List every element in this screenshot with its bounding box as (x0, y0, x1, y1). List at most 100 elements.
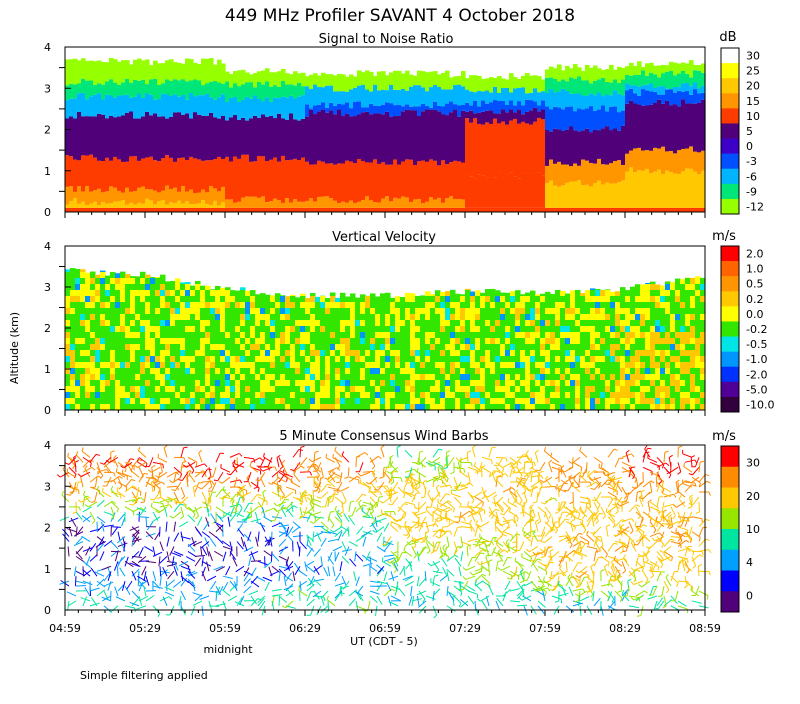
velocity-cell (185, 320, 191, 326)
velocity-cell (695, 302, 701, 308)
snr-cell (489, 171, 494, 207)
velocity-cell (230, 290, 236, 296)
velocity-cell (155, 338, 161, 344)
snr-cell (485, 111, 490, 123)
snr-cell (589, 163, 594, 187)
snr-cell (213, 208, 218, 212)
wind-barb-flag (148, 470, 151, 472)
velocity-cell (460, 344, 466, 350)
velocity-cell (160, 356, 166, 362)
velocity-cell (475, 404, 481, 410)
velocity-cell (185, 282, 191, 284)
snr-cell (277, 162, 282, 201)
snr-cell (433, 161, 438, 200)
wind-barb (115, 587, 118, 596)
velocity-cell (465, 362, 471, 368)
snr-cell (329, 74, 334, 85)
velocity-cell (200, 380, 206, 386)
velocity-cell (480, 374, 486, 380)
velocity-cell (420, 362, 426, 368)
velocity-cell (375, 297, 381, 302)
velocity-cell (205, 332, 211, 338)
wind-barb-flag (275, 467, 277, 471)
snr-cell (333, 165, 338, 201)
velocity-cell (375, 392, 381, 398)
snr-cell (613, 106, 618, 128)
snr-cell (425, 162, 430, 202)
velocity-cell (680, 368, 686, 374)
velocity-cell (120, 380, 126, 386)
velocity-cell (505, 338, 511, 344)
velocity-cell (500, 314, 506, 320)
velocity-cell (655, 326, 661, 332)
velocity-cell (235, 380, 241, 386)
snr-cell (513, 113, 518, 119)
velocity-cell (180, 392, 186, 398)
velocity-cell (390, 302, 396, 308)
velocity-cell (500, 338, 506, 344)
snr-cell (473, 75, 478, 92)
snr-cell (237, 102, 242, 120)
wind-barb-flag (170, 516, 173, 518)
velocity-cell (100, 278, 106, 284)
velocity-cell (690, 326, 696, 332)
snr-cell (313, 208, 318, 212)
wind-barb (244, 547, 253, 551)
velocity-cell (520, 320, 526, 326)
velocity-cell (100, 326, 106, 332)
velocity-cell (570, 308, 576, 314)
snr-cell (329, 208, 334, 212)
snr-cell (349, 75, 354, 90)
velocity-cell (410, 296, 416, 302)
velocity-cell (95, 290, 101, 296)
snr-cell (277, 200, 282, 208)
snr-cell (313, 114, 318, 164)
velocity-cell (300, 404, 306, 410)
velocity-cell (505, 296, 511, 302)
velocity-cell (245, 362, 251, 368)
snr-cell (149, 65, 154, 79)
velocity-cell (165, 302, 171, 308)
velocity-cell (550, 404, 556, 410)
velocity-cell (550, 368, 556, 374)
velocity-cell (525, 338, 531, 344)
velocity-cell (695, 338, 701, 344)
velocity-cell (440, 326, 446, 332)
wind-barb-flag (114, 481, 116, 484)
velocity-cell (90, 380, 96, 386)
velocity-cell (195, 350, 201, 356)
snr-cell (389, 208, 394, 212)
velocity-cell (300, 368, 306, 374)
velocity-cell (615, 350, 621, 356)
velocity-cell (505, 320, 511, 326)
velocity-cell (605, 362, 611, 368)
velocity-cell (90, 302, 96, 308)
velocity-cell (80, 380, 86, 386)
velocity-cell (215, 398, 221, 404)
velocity-cell (665, 284, 671, 290)
snr-cell (325, 208, 330, 212)
snr-cell (177, 63, 182, 80)
velocity-cell (440, 380, 446, 386)
velocity-cell (640, 374, 646, 380)
snr-cell (549, 132, 554, 160)
velocity-cell (215, 286, 221, 290)
snr-cell (285, 98, 290, 120)
velocity-cell (250, 368, 256, 374)
velocity-cell (130, 362, 136, 368)
velocity-cell (605, 380, 611, 386)
velocity-cell (280, 296, 286, 302)
snr-cell (681, 83, 686, 92)
y-tick-label: 3 (44, 281, 51, 294)
snr-cell (309, 110, 314, 165)
velocity-cell (290, 368, 296, 374)
snr-cell (253, 161, 258, 196)
snr-cell (197, 64, 202, 80)
velocity-cell (450, 326, 456, 332)
velocity-cell (555, 392, 561, 398)
velocity-cell (435, 320, 441, 326)
velocity-cell (290, 326, 296, 332)
velocity-cell (380, 380, 386, 386)
velocity-cell (685, 320, 691, 326)
velocity-cell (525, 302, 531, 308)
